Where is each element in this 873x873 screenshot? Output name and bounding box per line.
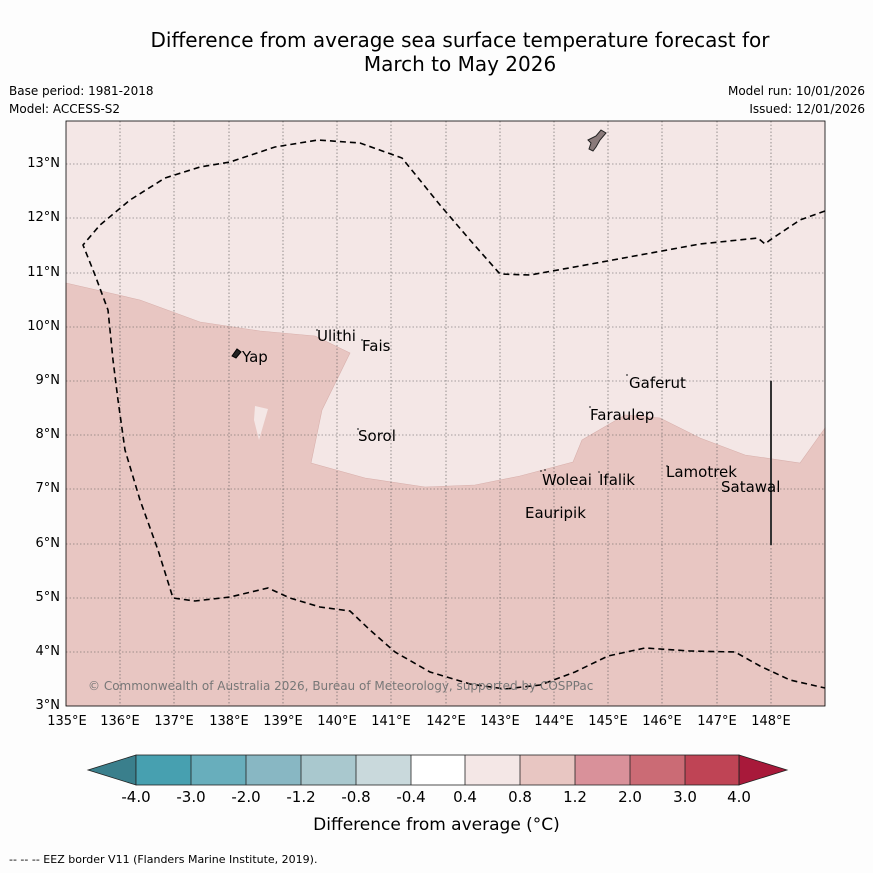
lon-label: 136°E — [100, 714, 140, 729]
model-run: Model run: 10/01/2026 — [727, 84, 865, 98]
lon-label: 138°E — [209, 714, 249, 729]
model-name: Model: ACCESS-S2 — [9, 102, 121, 116]
yap-island — [231, 348, 242, 359]
lat-label: 13°N — [27, 156, 60, 171]
colorbar-bin-1 — [136, 755, 191, 785]
title-line-1: Difference from average sea surface temp… — [150, 28, 770, 52]
anomaly-band-warm — [65, 282, 826, 707]
colorbar-tick-label: 0.4 — [453, 788, 477, 806]
colorbar-bin-10 — [630, 755, 685, 785]
colorbar-bin-5 — [356, 755, 411, 785]
label-gaferut: Gaferut — [629, 374, 686, 392]
lat-label: 5°N — [35, 590, 61, 605]
lat-label: 8°N — [35, 427, 61, 442]
label-ifalik: Ifalik — [599, 471, 635, 489]
colorbar — [86, 754, 789, 786]
label-lamotrek: Lamotrek — [666, 463, 737, 481]
lat-label: 7°N — [35, 481, 61, 496]
colorbar-bin-8 — [520, 755, 575, 785]
lat-label: 4°N — [35, 644, 61, 659]
atoll-markers — [316, 329, 668, 473]
eez-footnote: -- -- -- EEZ border V11 (Flanders Marine… — [9, 853, 318, 866]
meta-left: Base period: 1981-2018 Model: ACCESS-S2 — [9, 82, 154, 118]
colorbar-tick-label: -1.2 — [286, 788, 316, 806]
colorbar-tick-label: 4.0 — [727, 788, 751, 806]
colorbar-tick-label: -4.0 — [121, 788, 151, 806]
lon-label: 139°E — [263, 714, 303, 729]
lon-label: 140°E — [317, 714, 357, 729]
colorbar-tick-label: 2.0 — [618, 788, 642, 806]
label-yap: Yap — [241, 348, 268, 366]
colorbar-tick-label: 3.0 — [673, 788, 697, 806]
label-fais: Fais — [362, 337, 391, 355]
lon-label: 137°E — [154, 714, 194, 729]
colorbar-bin-2 — [191, 755, 246, 785]
guam-island — [587, 129, 607, 152]
label-ulithi: Ulithi — [317, 327, 356, 345]
map-frame — [65, 120, 826, 707]
colorbar-tick-label: 0.8 — [508, 788, 532, 806]
lon-label: 135°E — [47, 714, 87, 729]
issued-date: Issued: 12/01/2026 — [749, 102, 865, 116]
lon-label: 146°E — [642, 714, 682, 729]
meta-right: Model run: 10/01/2026 Issued: 12/01/2026 — [728, 82, 865, 118]
colorbar-tick-label: -0.4 — [396, 788, 426, 806]
anomaly-pocket — [254, 406, 268, 440]
lon-label: 141°E — [371, 714, 411, 729]
colorbar-bin-6 — [411, 755, 465, 785]
colorbar-bin-3 — [246, 755, 301, 785]
lat-label: 12°N — [27, 210, 60, 225]
label-satawal: Satawal — [721, 478, 780, 496]
colorbar-bin-7 — [465, 755, 520, 785]
label-eauripik: Eauripik — [525, 504, 586, 522]
lat-label: 9°N — [35, 373, 61, 388]
colorbar-tick-label: -0.8 — [341, 788, 371, 806]
chart-title: Difference from average sea surface temp… — [60, 28, 860, 76]
lon-label: 147°E — [697, 714, 737, 729]
lat-label: 11°N — [27, 265, 60, 280]
colorbar-title: Difference from average (°C) — [313, 815, 560, 835]
lon-label: 148°E — [751, 714, 791, 729]
copyright-text: © Commonwealth of Australia 2026, Bureau… — [88, 679, 593, 693]
base-period: Base period: 1981-2018 — [9, 84, 154, 98]
eez-border — [82, 139, 826, 690]
colorbar-tick-label: -3.0 — [176, 788, 206, 806]
label-woleai: Woleai — [542, 471, 592, 489]
colorbar-dividers — [135, 754, 740, 786]
label-faraulep: Faraulep — [590, 406, 654, 424]
lon-label: 142°E — [426, 714, 466, 729]
colorbar-extend-low — [86, 754, 137, 786]
colorbar-bin-11 — [685, 755, 739, 785]
colorbar-bin-4 — [301, 755, 356, 785]
label-sorol: Sorol — [358, 427, 396, 445]
lon-label: 144°E — [534, 714, 574, 729]
colorbar-tick-label: -2.0 — [231, 788, 261, 806]
lat-label: 3°N — [35, 698, 61, 713]
colorbar-bin-9 — [575, 755, 630, 785]
colorbar-extend-high — [738, 754, 789, 786]
lon-label: 143°E — [480, 714, 520, 729]
gridlines — [66, 121, 825, 706]
title-line-2: March to May 2026 — [363, 52, 557, 76]
lon-label: 145°E — [588, 714, 628, 729]
lat-label: 6°N — [35, 536, 61, 551]
colorbar-tick-label: 1.2 — [563, 788, 587, 806]
lat-label: 10°N — [27, 319, 60, 334]
